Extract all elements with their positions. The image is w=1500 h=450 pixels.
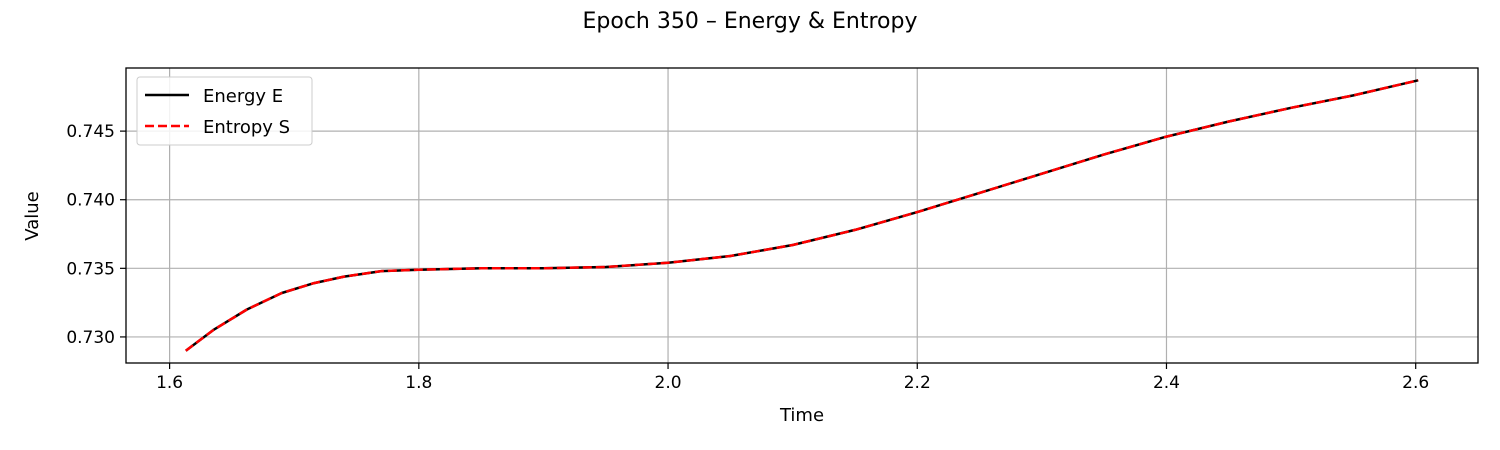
x-tick-label: 2.0	[655, 373, 682, 393]
x-tick-label: 1.8	[405, 373, 432, 393]
y-axis: 0.730 0.735 0.740 0.745	[66, 122, 126, 348]
series-line-entropy	[185, 79, 1419, 352]
x-axis-label: Time	[779, 405, 824, 426]
legend-label-entropy: Entropy S	[203, 117, 290, 138]
plot-frame	[125, 67, 1479, 364]
chart-title: Epoch 350 – Energy & Entropy	[583, 9, 918, 34]
x-tick-label: 2.6	[1402, 373, 1429, 393]
y-tick-label: 0.730	[66, 328, 115, 348]
x-tick-label: 2.4	[1153, 373, 1180, 393]
y-tick-label: 0.745	[66, 122, 115, 142]
x-tick-label: 1.6	[156, 373, 183, 393]
series-layer	[185, 79, 1419, 352]
y-axis-label: Value	[22, 191, 43, 240]
y-tick-label: 0.740	[66, 191, 115, 211]
legend-label-energy: Energy E	[203, 86, 283, 107]
x-tick-label: 2.2	[904, 373, 931, 393]
x-axis: 1.6 1.8 2.0 2.2 2.4 2.6	[156, 363, 1429, 393]
grid	[126, 68, 1478, 363]
legend: Energy E Entropy S	[136, 76, 313, 146]
y-tick-label: 0.735	[66, 259, 115, 279]
